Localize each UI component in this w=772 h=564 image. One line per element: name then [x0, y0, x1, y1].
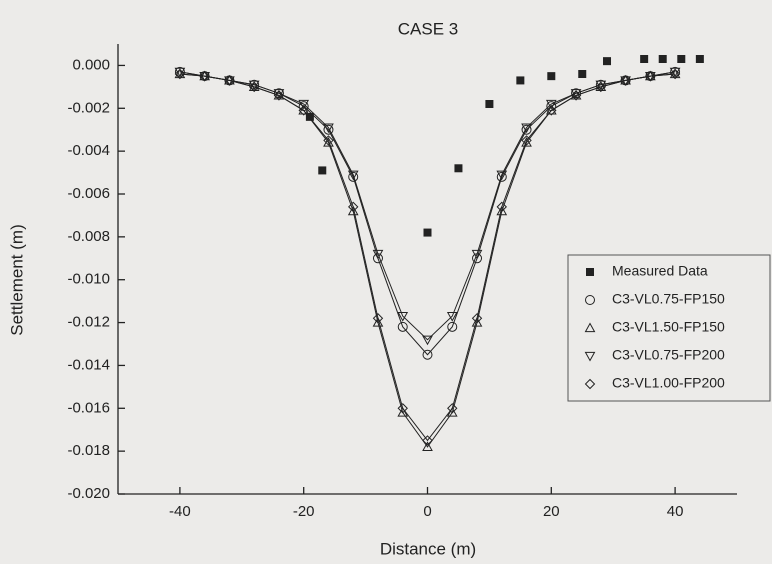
data-point [397, 403, 408, 414]
y-tick-label: -0.006 [67, 185, 110, 202]
y-tick-label: -0.004 [67, 142, 110, 159]
data-point [570, 90, 582, 101]
data-point [496, 171, 507, 182]
data-point [454, 164, 463, 173]
data-point [422, 435, 433, 446]
data-point [471, 313, 483, 324]
data-point [669, 68, 681, 79]
data-point [323, 123, 334, 134]
y-tick-label: -0.018 [67, 442, 110, 459]
data-point [447, 321, 458, 332]
data-point [397, 312, 409, 322]
legend-marker [585, 295, 595, 305]
y-tick-label: -0.008 [67, 228, 110, 245]
data-point [521, 123, 532, 134]
x-tick-label: 20 [543, 503, 560, 520]
data-point [446, 407, 458, 417]
chart-title: CASE 3 [398, 19, 458, 38]
data-point [447, 403, 458, 414]
data-point [521, 135, 532, 146]
data-point [640, 55, 649, 63]
data-point [199, 70, 210, 82]
y-tick-label: -0.002 [67, 99, 110, 116]
data-point [645, 70, 656, 82]
x-tick-label: -40 [169, 503, 191, 520]
legend-label: C3-VL0.75-FP150 [612, 291, 725, 307]
data-point [422, 349, 433, 360]
data-point [620, 75, 631, 86]
legend-marker [584, 351, 596, 362]
data-point [471, 317, 483, 327]
x-tick-label: 0 [423, 503, 431, 520]
data-point [224, 75, 235, 86]
data-point [347, 205, 359, 216]
x-tick-label: -20 [293, 503, 315, 520]
data-point [372, 249, 384, 260]
data-point [578, 70, 587, 78]
data-point [516, 76, 525, 85]
x-axis-title: Distance (m) [380, 539, 476, 558]
series-line [179, 73, 676, 442]
data-point [545, 104, 557, 115]
data-point [348, 171, 359, 182]
data-point [677, 55, 686, 63]
data-point [658, 55, 667, 63]
data-point [521, 124, 532, 135]
data-point [603, 57, 612, 66]
data-point [546, 105, 557, 116]
data-point [323, 135, 334, 146]
data-point [496, 170, 508, 181]
series-line [179, 71, 676, 341]
data-point [496, 201, 507, 213]
data-point [695, 55, 704, 63]
data-point [397, 321, 408, 332]
data-point [372, 317, 384, 327]
data-point [423, 228, 432, 237]
data-point [422, 335, 433, 346]
legend-label: Measured Data [612, 263, 708, 279]
data-point [471, 249, 483, 260]
legend-label: C3-VL0.75-FP200 [612, 347, 725, 363]
data-point [273, 90, 285, 101]
y-axis-title: Settlement (m) [7, 224, 26, 335]
data-point [496, 205, 508, 216]
legend [567, 254, 771, 402]
data-point [547, 72, 556, 81]
data-point [545, 99, 557, 110]
legend-marker [584, 322, 596, 333]
data-point [446, 312, 458, 322]
data-point [595, 81, 607, 93]
y-tick-label: -0.016 [67, 399, 110, 416]
data-point [298, 104, 310, 115]
y-tick-label: -0.010 [67, 271, 110, 288]
data-point [305, 112, 314, 121]
data-point [397, 407, 409, 417]
data-point [298, 99, 310, 110]
data-point [422, 441, 433, 451]
data-point [485, 100, 494, 108]
data-point [347, 170, 359, 181]
data-point [298, 105, 309, 116]
y-tick-label: 0.000 [72, 56, 110, 73]
x-tick-label: 40 [667, 503, 684, 520]
y-tick-label: -0.020 [67, 485, 110, 502]
legend-label: C3-VL1.00-FP200 [612, 375, 725, 391]
data-point [348, 201, 359, 213]
data-point [174, 68, 186, 80]
data-point [318, 166, 327, 175]
data-point [323, 124, 334, 135]
data-point [372, 313, 384, 324]
legend-label: C3-VL1.50-FP150 [612, 319, 725, 335]
data-point [174, 68, 186, 79]
legend-marker [586, 268, 594, 276]
y-tick-label: -0.014 [67, 356, 110, 373]
legend-marker [584, 378, 596, 390]
data-point [669, 68, 681, 80]
y-tick-label: -0.012 [67, 314, 110, 331]
data-point [248, 81, 260, 93]
